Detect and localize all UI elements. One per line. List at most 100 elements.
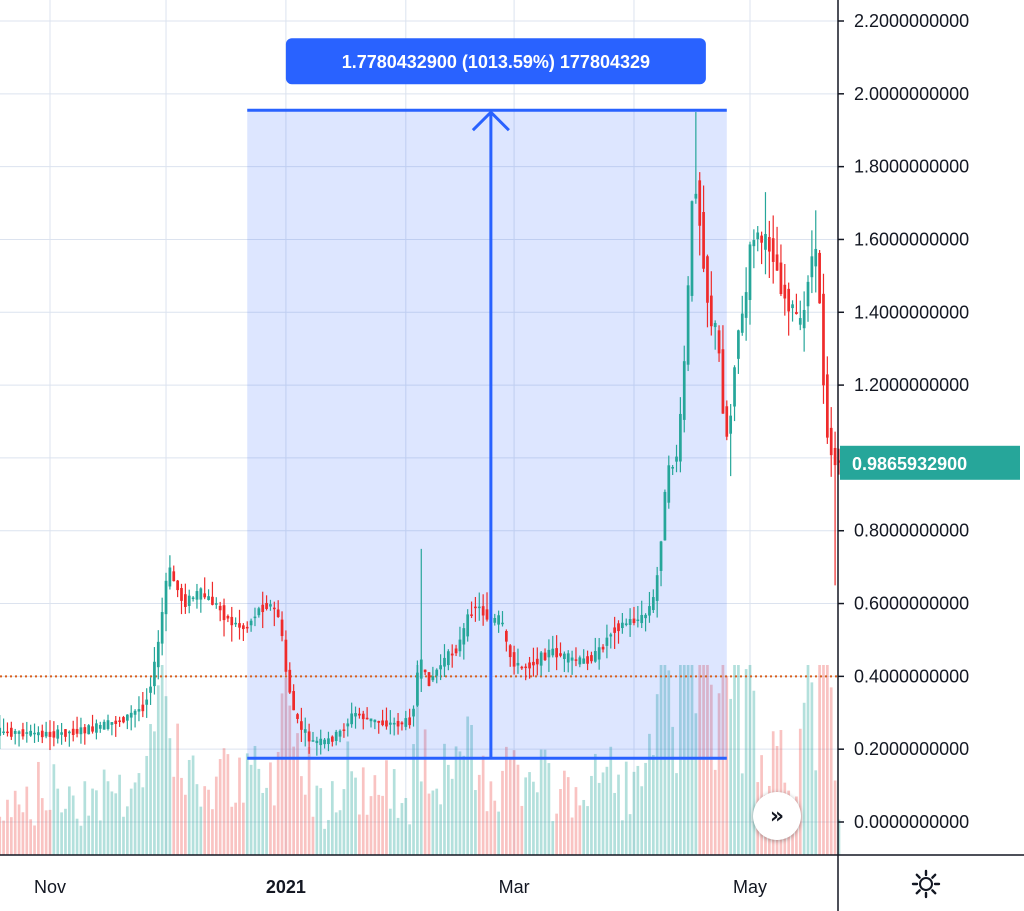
candle-body bbox=[477, 606, 481, 609]
volume-bar bbox=[593, 753, 597, 855]
volume-bar bbox=[145, 755, 149, 855]
candle-body bbox=[698, 180, 702, 226]
y-tick-label: 0.8000000000 bbox=[854, 521, 969, 541]
volume-bar bbox=[466, 716, 470, 855]
volume-bar bbox=[319, 788, 323, 855]
x-tick-label: Nov bbox=[34, 877, 66, 897]
volume-bar bbox=[392, 769, 396, 855]
candle-body bbox=[474, 606, 477, 609]
candle-body bbox=[470, 614, 473, 616]
candle-body bbox=[156, 641, 160, 668]
candle-body bbox=[791, 304, 794, 309]
volume-bar bbox=[102, 769, 106, 855]
y-axis[interactable]: 2.2000000000 2.0000000000 1.8000000000 1.60… bbox=[838, 11, 969, 832]
chart-settings-button[interactable] bbox=[906, 864, 946, 904]
volume-bar bbox=[323, 828, 326, 855]
candle-body bbox=[760, 235, 763, 243]
candle-body bbox=[214, 603, 218, 605]
volume-bar bbox=[110, 791, 114, 855]
candle-body bbox=[6, 731, 9, 734]
candle-body bbox=[44, 731, 48, 737]
volume-bar bbox=[106, 781, 110, 855]
candle-body bbox=[319, 738, 323, 746]
y-tick-label: 0.0000000000 bbox=[854, 812, 969, 832]
candle-body bbox=[520, 666, 524, 669]
candle-body bbox=[67, 731, 71, 734]
volume-bar bbox=[118, 774, 121, 855]
volume-bar bbox=[679, 665, 682, 855]
volume-bar bbox=[524, 777, 528, 855]
candle-body bbox=[102, 721, 106, 730]
volume-bar bbox=[628, 814, 632, 855]
candle-body bbox=[508, 645, 512, 658]
volume-bar bbox=[822, 665, 825, 855]
candle-body bbox=[667, 465, 671, 503]
candle-body bbox=[388, 722, 392, 725]
candle-body bbox=[814, 248, 818, 267]
volume-bar bbox=[377, 794, 381, 855]
volume-bar bbox=[493, 800, 497, 855]
measure-tool[interactable]: 1.7780432900 (1013.59%) 177804329 bbox=[247, 38, 727, 760]
candle-body bbox=[744, 292, 748, 318]
x-axis[interactable]: Nov 2021 Mar May bbox=[34, 877, 767, 897]
candle-body bbox=[13, 731, 17, 734]
volume-bar bbox=[238, 757, 241, 855]
volume-bar bbox=[713, 769, 717, 855]
volume-bar bbox=[249, 764, 253, 855]
candle-body bbox=[129, 712, 133, 718]
candle-body bbox=[288, 669, 292, 693]
candle-body bbox=[230, 616, 234, 626]
candlestick-series bbox=[0, 112, 841, 756]
candle-body bbox=[505, 630, 508, 642]
candle-body bbox=[775, 254, 779, 271]
volume-bar bbox=[17, 804, 21, 855]
candle-body bbox=[752, 240, 756, 247]
candle-body bbox=[621, 622, 624, 629]
volume-bar bbox=[532, 781, 535, 855]
candle-body bbox=[133, 710, 137, 715]
scroll-to-realtime-button[interactable]: » bbox=[753, 792, 801, 840]
candle-body bbox=[706, 256, 709, 303]
volume-bar bbox=[98, 820, 102, 855]
volume-bar bbox=[462, 755, 466, 855]
volume-bar bbox=[725, 675, 729, 855]
candle-body bbox=[566, 653, 570, 663]
volume-bar bbox=[516, 764, 520, 855]
volume-bar bbox=[156, 685, 160, 855]
volume-bar bbox=[474, 790, 477, 855]
candle-body bbox=[334, 731, 338, 741]
candle-body bbox=[87, 725, 91, 735]
y-tick-label: 1.8000000000 bbox=[854, 157, 969, 177]
candle-body bbox=[423, 669, 427, 673]
candle-body bbox=[137, 709, 141, 712]
volume-bar bbox=[563, 770, 566, 855]
candle-body bbox=[833, 447, 837, 466]
volume-bar bbox=[168, 738, 172, 855]
measure-label-text: 1.7780432900 (1013.59%) 177804329 bbox=[342, 52, 650, 72]
candle-body bbox=[528, 662, 531, 669]
volume-bar bbox=[450, 778, 454, 855]
volume-bar bbox=[446, 764, 450, 855]
candle-body bbox=[238, 623, 241, 628]
candle-body bbox=[632, 618, 636, 624]
volume-bar bbox=[709, 684, 713, 855]
volume-bar bbox=[71, 795, 75, 855]
candle-body bbox=[296, 714, 299, 719]
candle-body bbox=[315, 740, 319, 744]
candle-body bbox=[64, 729, 67, 737]
candle-body bbox=[118, 720, 121, 722]
candle-body bbox=[431, 676, 435, 681]
candle-body bbox=[350, 713, 354, 725]
candle-body bbox=[404, 718, 408, 727]
candle-body bbox=[640, 614, 644, 624]
volume-bar bbox=[698, 665, 702, 855]
volume-bar bbox=[559, 789, 562, 855]
candle-body bbox=[369, 718, 373, 722]
volume-bar bbox=[632, 771, 636, 855]
volume-bar bbox=[125, 806, 129, 855]
volume-bar bbox=[663, 665, 667, 855]
volume-bar bbox=[512, 750, 516, 855]
candle-body bbox=[466, 614, 470, 637]
volume-bar bbox=[655, 694, 659, 855]
